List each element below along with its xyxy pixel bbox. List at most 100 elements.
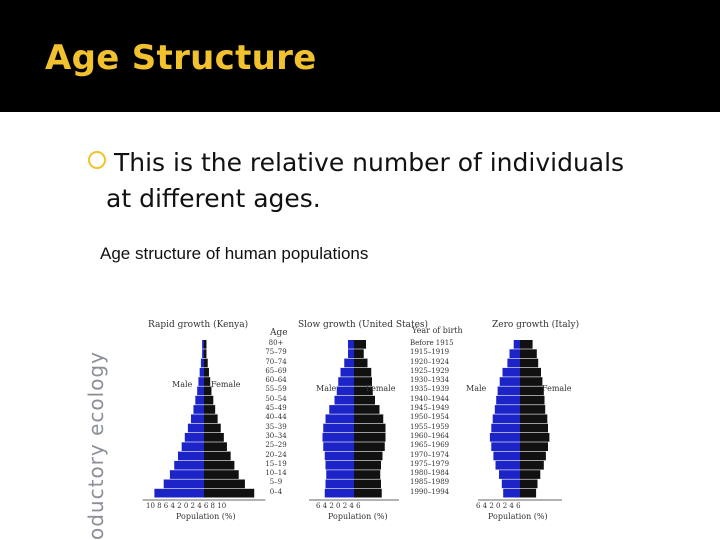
birth-year-label: 1950–1954 — [410, 413, 450, 422]
male-bar-us — [334, 395, 354, 405]
male-bar-kenya — [181, 442, 204, 451]
female-bar-kenya — [204, 386, 212, 396]
age-group-label: 65–69 — [265, 366, 287, 375]
female-bar-kenya — [204, 414, 218, 424]
bullet-point: This is the relative number of individua… — [88, 145, 668, 217]
female-bar-italy — [520, 479, 538, 489]
female-bar-italy — [520, 423, 548, 433]
age-group-label: 40–44 — [265, 413, 287, 422]
birth-year-label: 1955–1959 — [410, 422, 450, 431]
male-bar-italy — [502, 367, 520, 377]
female-bar-us — [354, 442, 385, 451]
female-bar-kenya — [204, 340, 207, 349]
male-label-us: Male — [316, 384, 337, 393]
female-bar-italy — [520, 460, 544, 470]
x-ticks-us: 6 4 2 0 2 4 6 — [316, 502, 361, 510]
male-bar-kenya — [198, 377, 204, 386]
male-bar-italy — [509, 349, 520, 358]
pyramid-title-kenya: Rapid growth (Kenya) — [148, 320, 249, 330]
female-bar-kenya — [204, 460, 235, 470]
male-bar-italy — [513, 340, 520, 349]
male-bar-italy — [497, 386, 520, 396]
female-bar-italy — [520, 340, 533, 349]
age-group-label: 75–79 — [265, 348, 287, 357]
female-bar-kenya — [204, 405, 216, 414]
male-bar-italy — [491, 423, 520, 433]
male-bar-kenya — [199, 367, 204, 377]
age-group-label: 25–29 — [265, 441, 287, 450]
age-group-label: 60–64 — [265, 376, 287, 385]
birth-year-label: 1940–1944 — [410, 394, 450, 403]
male-bar-italy — [495, 460, 520, 470]
female-bar-us — [354, 377, 372, 386]
x-ticks-italy: 6 4 2 0 2 4 6 — [476, 502, 521, 510]
birth-year-label: 1935–1939 — [410, 385, 450, 394]
age-group-label: 15–19 — [265, 459, 287, 468]
birth-year-label: 1975–1979 — [410, 459, 450, 468]
figure-caption: Age structure of human populations — [100, 244, 369, 263]
birth-year-label: 1945–1949 — [410, 404, 450, 413]
male-bar-italy — [491, 442, 520, 451]
birth-year-label: 1925–1929 — [410, 366, 450, 375]
female-bar-kenya — [204, 423, 221, 433]
x-ticks-kenya: 10 8 6 4 2 0 2 4 6 8 10 — [146, 502, 227, 510]
male-bar-italy — [503, 488, 520, 498]
male-bar-us — [324, 451, 354, 461]
female-bar-us — [354, 460, 381, 470]
male-bar-us — [325, 479, 354, 489]
male-bar-us — [344, 358, 354, 368]
female-bar-italy — [520, 405, 546, 414]
male-bar-us — [326, 470, 354, 479]
male-bar-us — [325, 414, 354, 424]
age-group-label: 20–24 — [265, 450, 287, 459]
male-bar-kenya — [177, 451, 204, 461]
female-bar-italy — [520, 377, 543, 386]
age-pyramid-figure: Rapid growth (Kenya) Slow growth (United… — [140, 312, 579, 540]
birth-year-column: Before 1915 1915–1919 1920–1924 1925–1929 19… — [410, 339, 466, 497]
pyramid-title-us: Slow growth (United States) — [298, 320, 429, 330]
birth-year-label: Before 1915 — [410, 339, 454, 347]
female-bar-italy — [520, 433, 550, 442]
female-bar-us — [354, 488, 382, 498]
vertical-side-label: oductory ecology — [84, 351, 108, 540]
female-label-italy: Female — [542, 384, 572, 393]
male-bar-us — [340, 367, 354, 377]
age-group-column: 80+ 75–79 70–74 65–69 60–64 55–59 50–54 45–49 40… — [262, 339, 290, 497]
pyramid-bars-svg — [142, 340, 562, 501]
female-bar-us — [354, 358, 368, 368]
bullet-text-line2: at different ages. — [106, 184, 321, 213]
male-bar-kenya — [190, 414, 204, 424]
male-bar-kenya — [197, 386, 204, 396]
x-label-kenya: Population (%) — [176, 512, 236, 521]
male-bar-us — [323, 442, 354, 451]
male-label-italy: Male — [466, 384, 487, 393]
female-bar-italy — [520, 470, 541, 479]
x-label-italy: Population (%) — [488, 512, 548, 521]
female-bar-kenya — [204, 442, 227, 451]
female-bar-kenya — [204, 358, 208, 368]
female-bar-italy — [520, 442, 548, 451]
female-bar-us — [354, 451, 383, 461]
male-bar-us — [324, 488, 354, 498]
age-group-label: 30–34 — [265, 431, 287, 440]
birth-year-label: 1930–1934 — [410, 376, 450, 385]
birth-year-label: 1985–1989 — [410, 478, 450, 487]
male-bar-kenya — [193, 405, 204, 414]
male-bar-kenya — [174, 460, 204, 470]
female-bar-us — [354, 395, 375, 405]
male-bar-us — [325, 460, 354, 470]
female-bar-kenya — [204, 488, 255, 498]
female-bar-italy — [520, 358, 539, 368]
birth-year-label: 1980–1984 — [410, 469, 450, 478]
age-header: Age — [270, 328, 288, 338]
male-bar-kenya — [184, 433, 204, 442]
female-bar-kenya — [204, 349, 207, 358]
female-bar-italy — [520, 386, 544, 396]
male-bar-kenya — [202, 340, 204, 349]
ring-bullet-icon — [88, 151, 106, 169]
male-bar-us — [336, 386, 354, 396]
male-bar-italy — [499, 377, 520, 386]
male-bar-kenya — [200, 358, 204, 368]
slide-header: Age Structure — [0, 0, 720, 112]
pyramid-title-italy: Zero growth (Italy) — [492, 320, 580, 330]
